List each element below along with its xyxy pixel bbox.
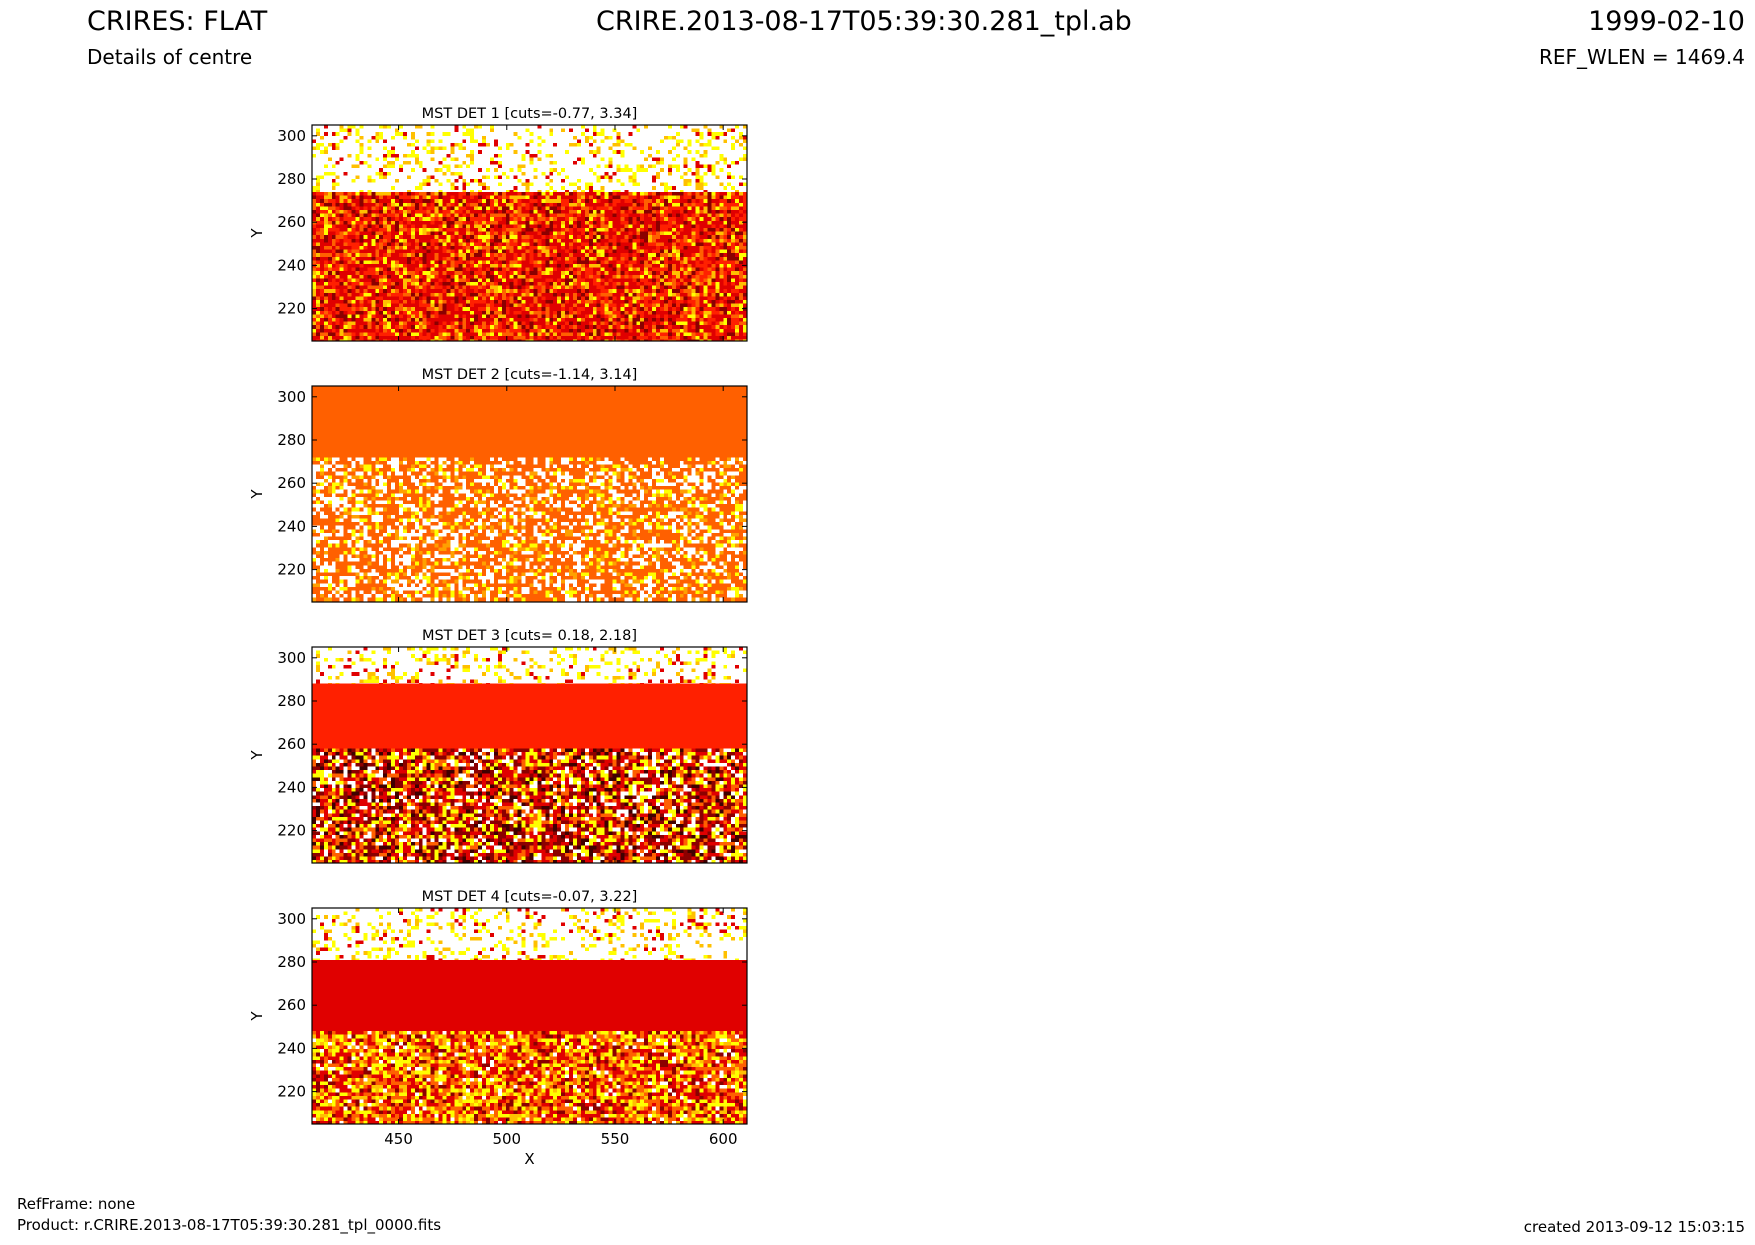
plot-frame-1	[311, 124, 748, 342]
plot-image-3	[312, 647, 748, 864]
y-tick-label: 280	[277, 431, 306, 449]
y-tick-label: 280	[277, 692, 306, 710]
x-tick-label: 550	[601, 1130, 630, 1148]
footer-product: Product: r.CRIRE.2013-08-17T05:39:30.281…	[17, 1216, 441, 1234]
x-axis-label: X	[524, 1150, 534, 1168]
plot-image-2	[312, 386, 748, 603]
plot-title-2: MST DET 2 [cuts=-1.14, 3.14]	[422, 367, 638, 383]
y-tick-label: 300	[277, 127, 306, 145]
y-tick-label: 300	[277, 910, 306, 928]
header-right-subtitle: REF_WLEN = 1469.4	[1539, 45, 1745, 69]
y-tick-label: 300	[277, 388, 306, 406]
y-tick-label: 240	[277, 256, 306, 274]
plot-frame-4	[311, 907, 748, 1125]
x-tick-label: 450	[384, 1130, 413, 1148]
x-tick-label: 500	[492, 1130, 521, 1148]
y-tick-label: 280	[277, 953, 306, 971]
y-tick-label: 240	[277, 778, 306, 796]
x-tick-label: 600	[709, 1130, 738, 1148]
y-tick-label: 280	[277, 170, 306, 188]
y-tick-label: 260	[277, 996, 306, 1014]
y-tick-label: 220	[277, 561, 306, 579]
plot-panel-2: MST DET 2 [cuts=-1.14, 3.14] 220 240 260 280…	[248, 367, 748, 603]
y-axis-label: Y	[248, 1011, 266, 1022]
y-tick-label: 260	[277, 213, 306, 231]
y-tick-label: 300	[277, 649, 306, 667]
y-tick-label: 220	[277, 300, 306, 318]
footer-created: created 2013-09-12 15:03:15	[1524, 1218, 1745, 1236]
header-center-title: CRIRE.2013-08-17T05:39:30.281_tpl.ab	[596, 6, 1132, 37]
plot-panel-3: MST DET 3 [cuts= 0.18, 2.18] 220 240 260 280…	[248, 628, 748, 864]
y-tick-label: 220	[277, 822, 306, 840]
plot-panel-1: MST DET 1 [cuts=-0.77, 3.34] 220 240 260 280…	[248, 106, 748, 342]
header-left-title: CRIRES: FLAT	[87, 6, 267, 37]
y-axis-label: Y	[248, 489, 266, 500]
plot-image-1	[312, 125, 748, 342]
plot-image-4	[312, 908, 748, 1125]
plot-title-1: MST DET 1 [cuts=-0.77, 3.34]	[422, 106, 638, 122]
y-axis-label: Y	[248, 228, 266, 239]
plot-title-3: MST DET 3 [cuts= 0.18, 2.18]	[422, 628, 637, 644]
y-tick-label: 240	[277, 517, 306, 535]
y-tick-label: 260	[277, 735, 306, 753]
footer-refframe: RefFrame: none	[17, 1195, 135, 1213]
header-right-title: 1999-02-10	[1588, 6, 1745, 37]
y-tick-label: 260	[277, 474, 306, 492]
plot-frame-3	[311, 646, 748, 864]
plot-title-4: MST DET 4 [cuts=-0.07, 3.22]	[422, 889, 638, 905]
y-tick-label: 220	[277, 1083, 306, 1101]
plot-panel-4: MST DET 4 [cuts=-0.07, 3.22] 220 240 260 280…	[248, 889, 748, 1168]
header-left-subtitle: Details of centre	[87, 45, 252, 69]
plot-frame-2	[311, 385, 748, 603]
y-tick-label: 240	[277, 1039, 306, 1057]
y-axis-label: Y	[248, 750, 266, 761]
